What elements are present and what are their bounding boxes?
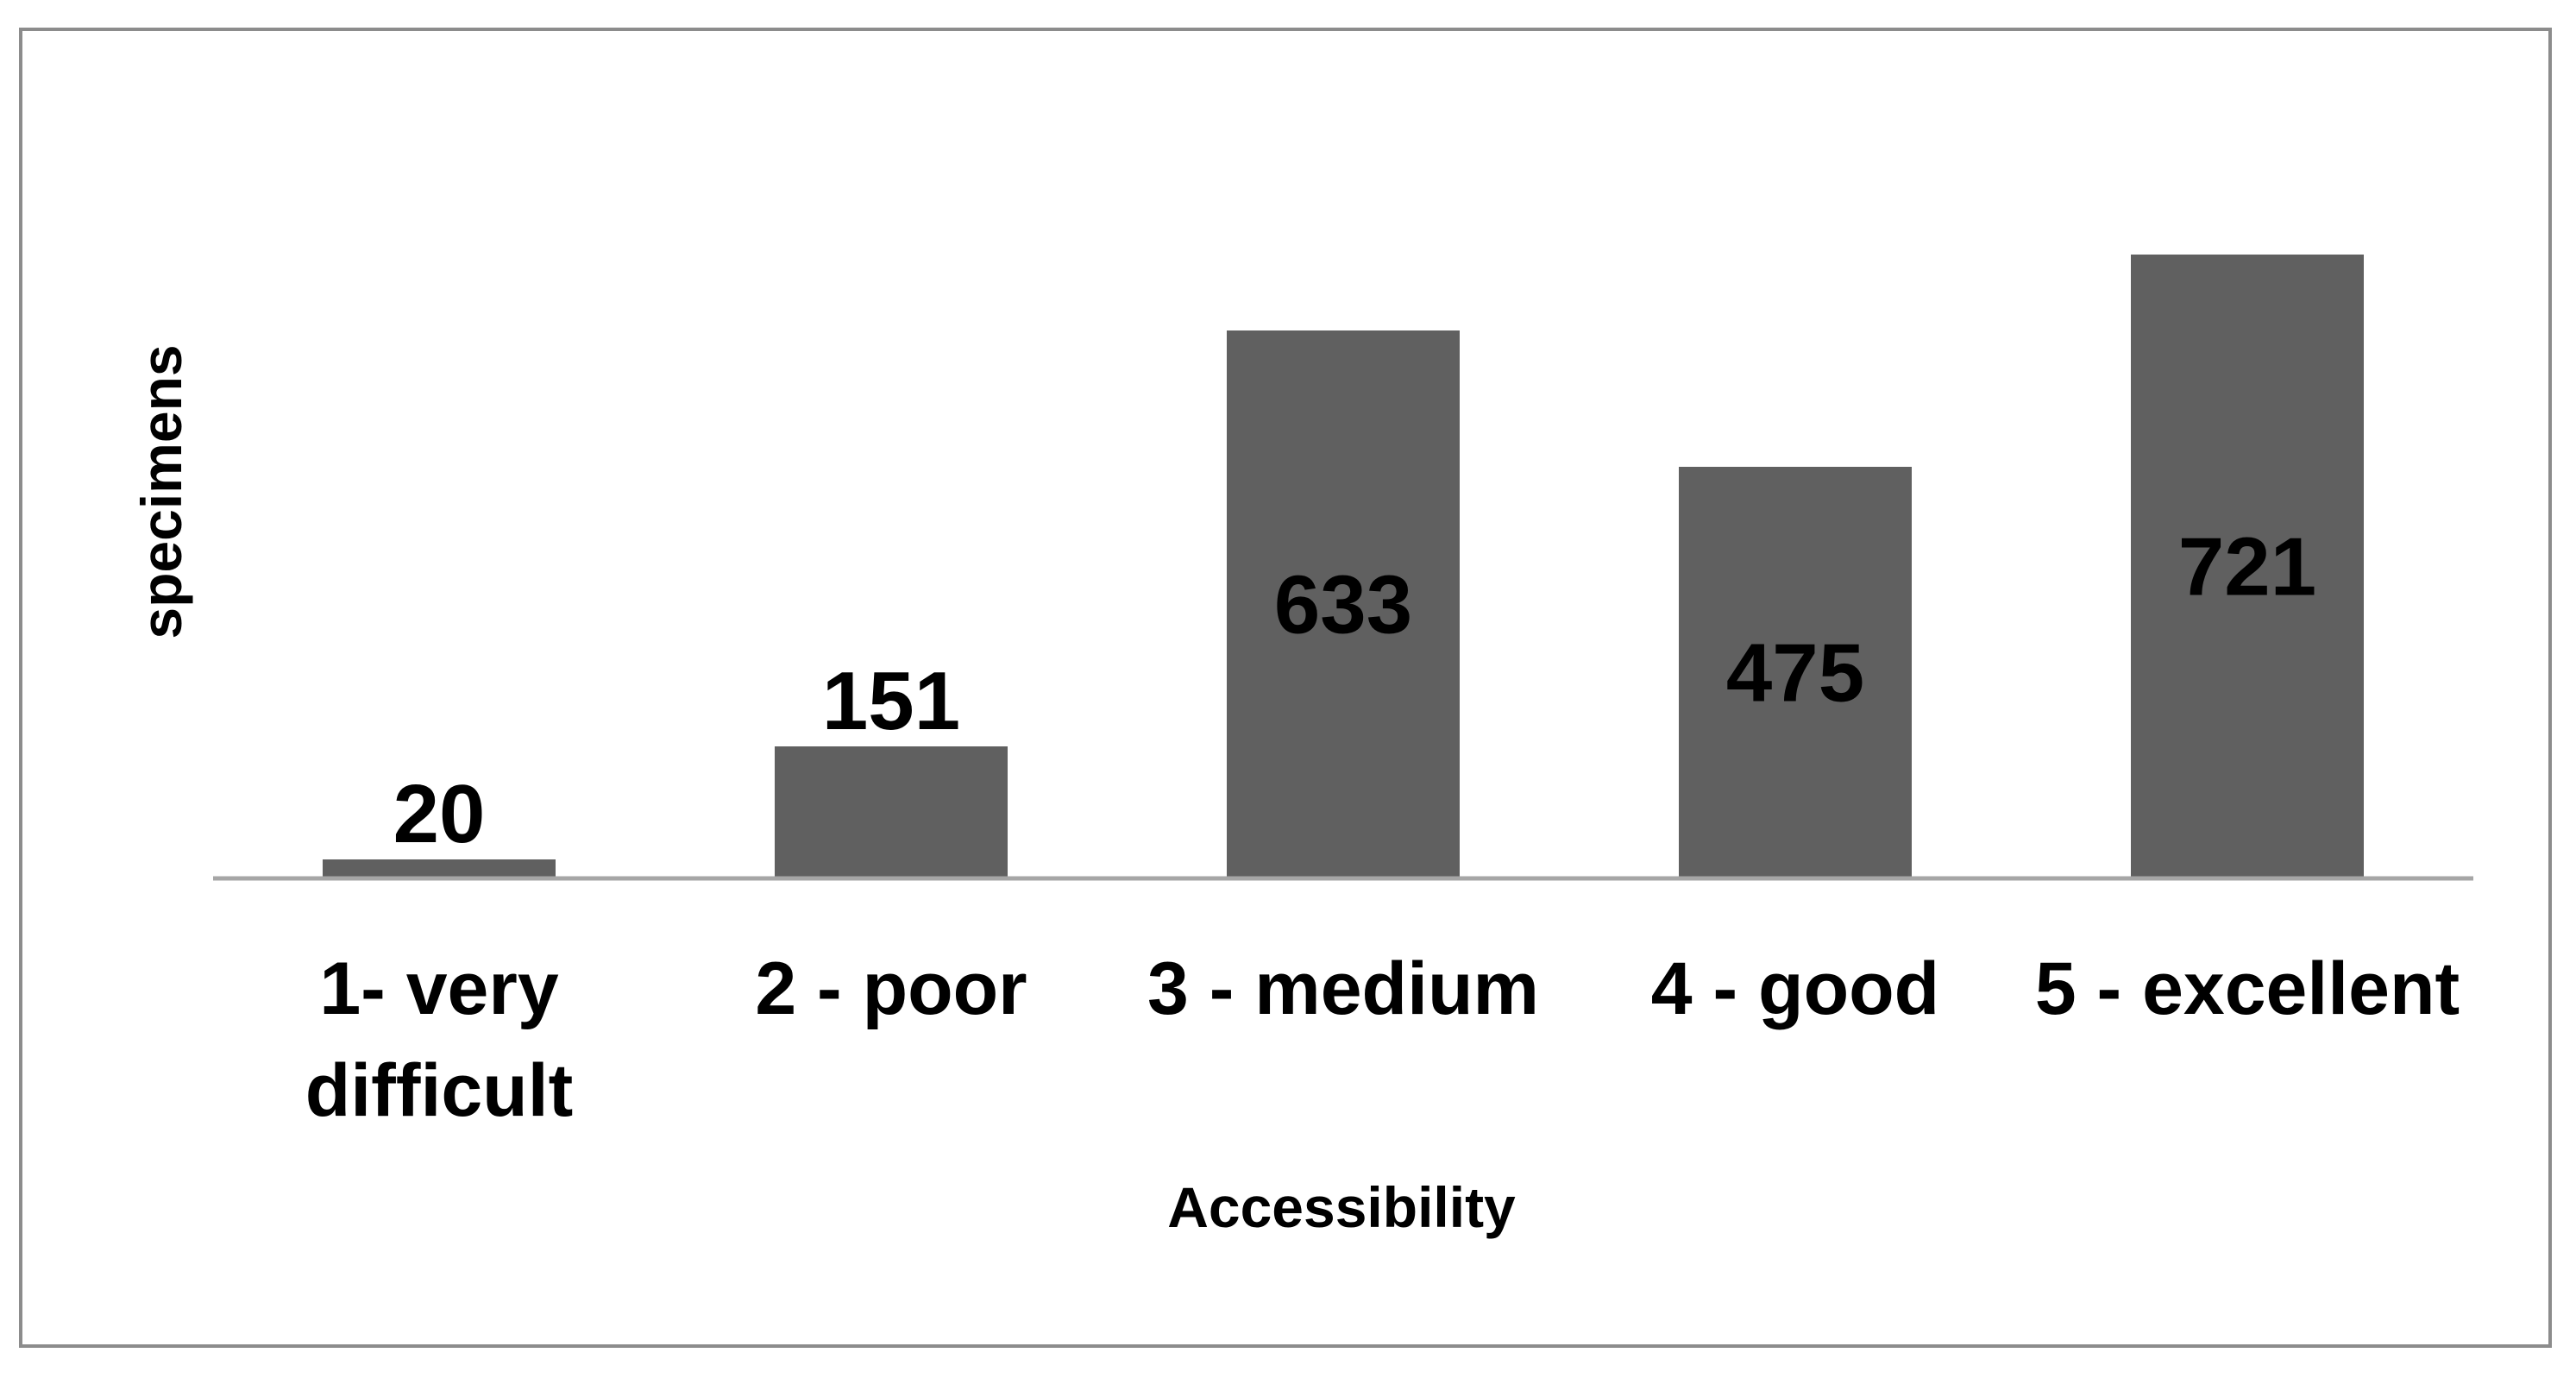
x-axis-title: Accessibility xyxy=(1167,1175,1516,1239)
x-tick-label-line: 3 - medium xyxy=(1147,947,1539,1030)
x-tick-label-line: 5 - excellent xyxy=(2035,947,2460,1030)
x-tick-label-2: 2 - poor xyxy=(755,947,1027,1030)
bar-4 xyxy=(1679,467,1912,877)
y-axis-title: specimens xyxy=(129,344,193,639)
x-tick-labels: 1- very difficult 2 - poor 3 - medium 4 - go… xyxy=(305,947,2460,1132)
data-label-5: 721 xyxy=(2178,521,2316,613)
data-label-3: 633 xyxy=(1274,559,1412,651)
bar-5 xyxy=(2131,255,2364,877)
x-tick-label-3: 3 - medium xyxy=(1147,947,1539,1030)
bar-2 xyxy=(775,746,1008,877)
data-label-2: 151 xyxy=(822,655,960,747)
x-tick-label-line: 1- very xyxy=(319,947,558,1030)
x-tick-label-4: 4 - good xyxy=(1651,947,1939,1030)
x-tick-label-line: 2 - poor xyxy=(755,947,1027,1030)
x-tick-label-line: 4 - good xyxy=(1651,947,1939,1030)
x-tick-label-1: 1- very difficult xyxy=(305,947,574,1132)
data-label-4: 475 xyxy=(1726,627,1864,720)
bars-layer xyxy=(323,255,2364,877)
x-tick-label-5: 5 - excellent xyxy=(2035,947,2460,1030)
bar-1 xyxy=(323,859,556,877)
x-tick-label-line: difficult xyxy=(305,1049,574,1132)
data-label-1: 20 xyxy=(393,768,486,860)
bar-3 xyxy=(1227,330,1460,877)
labels-layer: 20 151 633 475 721 xyxy=(393,521,2316,861)
